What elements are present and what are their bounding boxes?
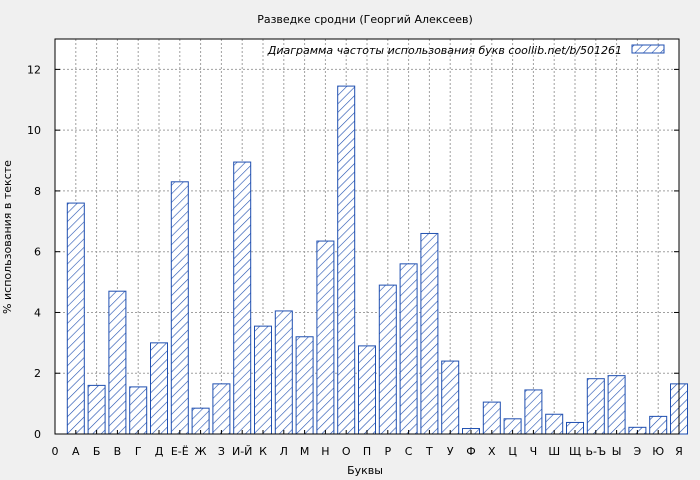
x-tick-label: Б (93, 445, 101, 458)
bar (254, 325, 272, 435)
y-axis-title: % использования в тексте (1, 160, 14, 314)
bar (150, 342, 168, 435)
x-tick-label: П (363, 445, 371, 458)
x-axis-title: Буквы (347, 464, 383, 477)
x-tick-label: Ч (530, 445, 538, 458)
legend-label: Диаграмма частоты использования букв coo… (267, 44, 622, 57)
y-tick-label: 10 (27, 124, 41, 137)
bar (295, 336, 314, 435)
x-tick-label: Ы (612, 445, 622, 458)
bar (108, 290, 127, 435)
x-tick-label: Д (155, 445, 164, 458)
x-tick-label: А (72, 445, 80, 458)
x-tick-label: Ц (508, 445, 517, 458)
bar (233, 161, 252, 435)
x-tick-label: 0 (52, 445, 59, 458)
bars (66, 85, 688, 435)
x-tick-label: С (405, 445, 413, 458)
y-tick-label: 4 (34, 306, 41, 319)
bar (274, 310, 293, 435)
bar (607, 375, 626, 435)
bar (441, 360, 460, 435)
bar (129, 386, 148, 435)
x-tick-label: Щ (569, 445, 581, 458)
x-tick-label: Ш (548, 445, 560, 458)
x-tick-label: Л (280, 445, 288, 458)
bar (66, 202, 85, 435)
x-tick-label: Г (135, 445, 142, 458)
x-tick-label: О (342, 445, 351, 458)
legend: Диаграмма частоты использования букв coo… (267, 44, 665, 57)
bar (212, 383, 231, 435)
bar (399, 263, 418, 435)
x-tick-label: М (300, 445, 310, 458)
x-tick-label: З (218, 445, 225, 458)
bar (337, 85, 356, 435)
bar (170, 181, 189, 435)
bar (378, 284, 397, 435)
y-tick-label: 12 (27, 63, 41, 76)
y-tick-label: 6 (34, 246, 41, 259)
bar (524, 389, 543, 435)
x-tick-label: Е-Ё (171, 445, 189, 458)
bar (586, 378, 605, 435)
bar (358, 345, 376, 435)
x-tick-label: Т (425, 445, 433, 458)
x-tick-label: Х (488, 445, 496, 458)
x-tick-label: Ю (652, 445, 664, 458)
x-tick-label: Э (634, 445, 642, 458)
y-tick-label: 8 (34, 185, 41, 198)
x-tick-label: Р (384, 445, 391, 458)
bar (316, 240, 335, 435)
x-tick-label: И-Й (232, 445, 252, 458)
y-tick-label: 0 (34, 428, 41, 441)
x-tick-label: В (114, 445, 122, 458)
bar (482, 401, 501, 435)
legend-swatch (631, 44, 665, 54)
bar (87, 384, 106, 435)
chart-title: Разведке сродни (Георгий Алексеев) (257, 13, 473, 26)
x-tick-label: Н (321, 445, 329, 458)
x-tick-label: К (259, 445, 267, 458)
x-tick-label: Ж (195, 445, 207, 458)
x-tick-label: Я (675, 445, 683, 458)
x-tick-label: Ь-Ъ (585, 445, 606, 458)
y-tick-label: 2 (34, 367, 41, 380)
bar (420, 232, 439, 435)
x-tick-label: У (447, 445, 454, 458)
x-tick-label: Ф (466, 445, 475, 458)
